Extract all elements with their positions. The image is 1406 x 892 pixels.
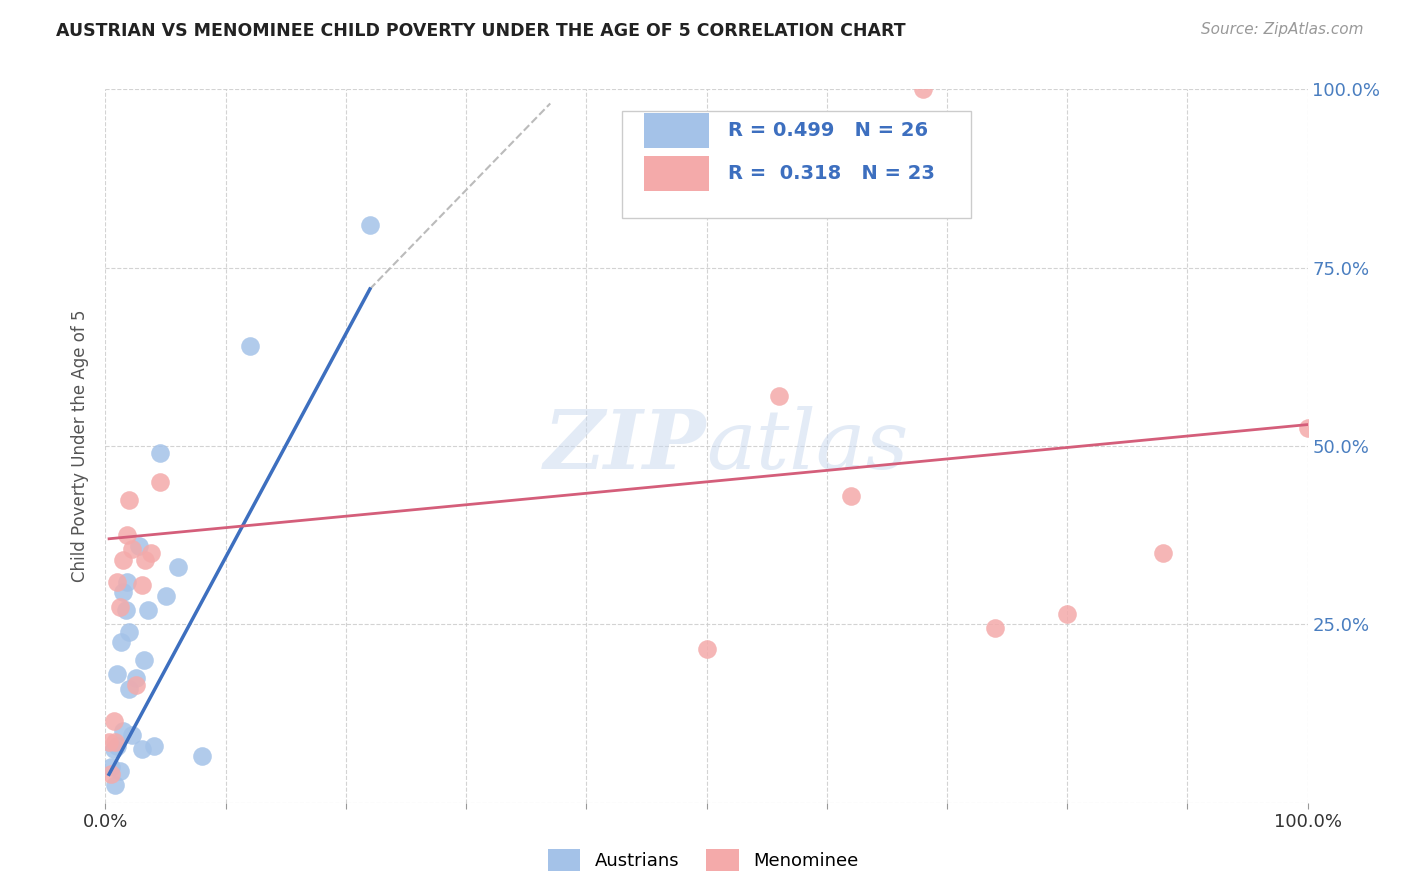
Point — [190, 749, 212, 764]
Point — [239, 339, 262, 353]
Point — [148, 475, 170, 489]
Point — [115, 574, 138, 589]
Point — [100, 760, 122, 774]
Point — [115, 603, 138, 617]
Point — [100, 767, 122, 781]
Text: R =  0.318   N = 23: R = 0.318 N = 23 — [728, 163, 935, 183]
Point — [984, 621, 1007, 635]
Point — [166, 560, 188, 574]
FancyBboxPatch shape — [644, 112, 709, 148]
Point — [103, 714, 125, 728]
Point — [1056, 607, 1078, 621]
Point — [104, 778, 127, 792]
Point — [136, 603, 159, 617]
Point — [1296, 421, 1319, 435]
Legend: Austrians, Menominee: Austrians, Menominee — [540, 842, 866, 879]
Point — [110, 635, 132, 649]
Text: AUSTRIAN VS MENOMINEE CHILD POVERTY UNDER THE AGE OF 5 CORRELATION CHART: AUSTRIAN VS MENOMINEE CHILD POVERTY UNDE… — [56, 22, 905, 40]
Point — [148, 446, 170, 460]
Point — [139, 546, 162, 560]
FancyBboxPatch shape — [644, 155, 709, 191]
Point — [108, 764, 131, 778]
Point — [112, 585, 135, 599]
Point — [118, 492, 141, 507]
Point — [1152, 546, 1174, 560]
Text: Source: ZipAtlas.com: Source: ZipAtlas.com — [1201, 22, 1364, 37]
Text: ZIP: ZIP — [544, 406, 707, 486]
Point — [112, 724, 135, 739]
Point — [911, 82, 934, 96]
Point — [142, 739, 165, 753]
Point — [121, 728, 143, 742]
Text: atlas: atlas — [707, 406, 908, 486]
Point — [131, 578, 153, 592]
Point — [104, 735, 127, 749]
Point — [124, 671, 146, 685]
Point — [359, 218, 381, 232]
Point — [107, 667, 129, 681]
Point — [107, 574, 129, 589]
Point — [696, 642, 718, 657]
Point — [155, 589, 177, 603]
Point — [132, 653, 155, 667]
Point — [108, 599, 131, 614]
Point — [118, 681, 141, 696]
Point — [112, 553, 135, 567]
Point — [118, 624, 141, 639]
Point — [839, 489, 862, 503]
Point — [103, 742, 125, 756]
Y-axis label: Child Poverty Under the Age of 5: Child Poverty Under the Age of 5 — [72, 310, 90, 582]
Point — [134, 553, 156, 567]
Point — [124, 678, 146, 692]
FancyBboxPatch shape — [623, 111, 972, 218]
Point — [107, 739, 129, 753]
Point — [115, 528, 138, 542]
Point — [121, 542, 143, 557]
Text: R = 0.499   N = 26: R = 0.499 N = 26 — [728, 120, 928, 140]
Point — [128, 539, 150, 553]
Point — [131, 742, 153, 756]
Point — [98, 735, 121, 749]
Point — [768, 389, 790, 403]
